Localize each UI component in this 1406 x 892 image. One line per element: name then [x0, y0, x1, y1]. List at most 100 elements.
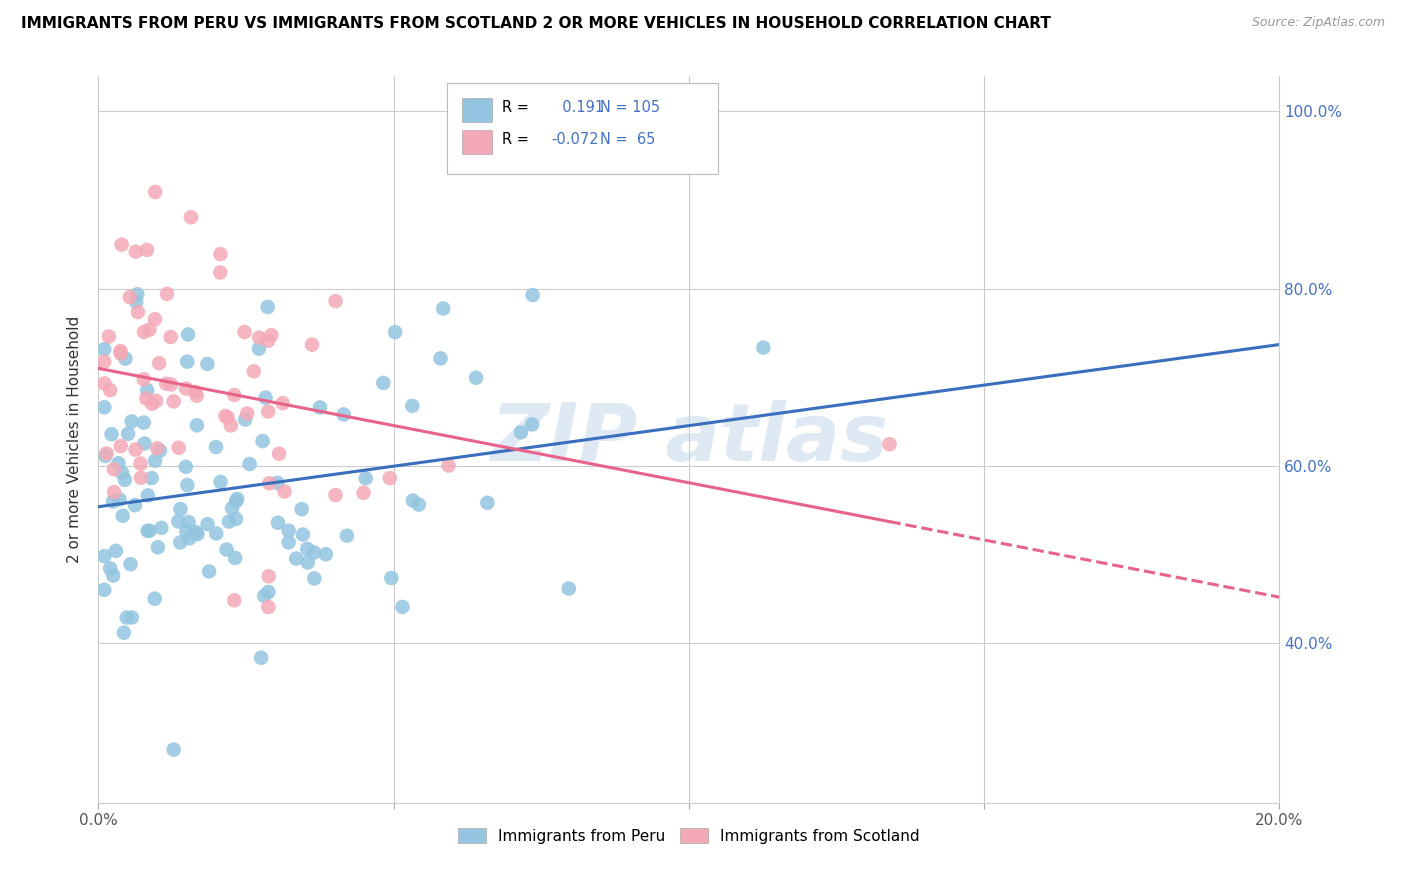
Immigrants from Scotland: [160, 377, 183, 392]
Immigrants from Peru: [522, 288, 544, 302]
Immigrants from Scotland: [155, 376, 177, 391]
Text: IMMIGRANTS FROM PERU VS IMMIGRANTS FROM SCOTLAND 2 OR MORE VEHICLES IN HOUSEHOLD: IMMIGRANTS FROM PERU VS IMMIGRANTS FROM …: [21, 16, 1050, 31]
Immigrants from Peru: [277, 524, 299, 538]
Immigrants from Peru: [176, 524, 198, 539]
Immigrants from Peru: [108, 492, 131, 507]
Immigrants from Peru: [136, 488, 159, 502]
Immigrants from Scotland: [257, 334, 280, 348]
Immigrants from Peru: [107, 456, 129, 470]
Immigrants from Scotland: [259, 476, 281, 491]
Immigrants from Scotland: [163, 394, 186, 409]
Immigrants from Peru: [143, 453, 166, 467]
Immigrants from Peru: [177, 327, 200, 342]
Immigrants from Peru: [100, 427, 122, 442]
Text: ZIP atlas: ZIP atlas: [489, 401, 889, 478]
Immigrants from Scotland: [124, 442, 146, 457]
Immigrants from Peru: [354, 471, 377, 485]
Immigrants from Peru: [101, 568, 124, 582]
Immigrants from Peru: [93, 549, 115, 563]
Immigrants from Peru: [465, 370, 488, 384]
Immigrants from Peru: [198, 565, 221, 579]
Immigrants from Scotland: [110, 346, 132, 360]
Immigrants from Scotland: [174, 382, 197, 396]
Immigrants from Peru: [143, 591, 166, 606]
Text: Source: ZipAtlas.com: Source: ZipAtlas.com: [1251, 16, 1385, 29]
FancyBboxPatch shape: [463, 130, 492, 153]
Immigrants from Scotland: [143, 185, 166, 199]
Immigrants from Peru: [114, 473, 136, 487]
Immigrants from Scotland: [247, 330, 270, 344]
Immigrants from Scotland: [257, 404, 280, 418]
Immigrants from Peru: [184, 524, 207, 539]
Immigrants from Scotland: [209, 265, 232, 279]
Immigrants from Scotland: [110, 439, 132, 453]
Immigrants from Peru: [141, 471, 163, 485]
Immigrants from Peru: [121, 415, 143, 429]
Immigrants from Peru: [111, 466, 134, 480]
Immigrants from Peru: [111, 508, 134, 523]
Immigrants from Peru: [120, 558, 142, 572]
Immigrants from Peru: [98, 561, 121, 575]
Immigrants from Peru: [115, 610, 138, 624]
Immigrants from Peru: [304, 571, 326, 585]
Immigrants from Peru: [205, 440, 228, 454]
Text: -0.072: -0.072: [551, 131, 599, 146]
Immigrants from Peru: [429, 351, 451, 366]
Immigrants from Scotland: [103, 462, 125, 476]
Immigrants from Peru: [509, 425, 531, 440]
Immigrants from Peru: [149, 443, 172, 458]
Immigrants from Peru: [121, 610, 143, 624]
Immigrants from Peru: [134, 436, 156, 450]
Immigrants from Peru: [252, 434, 274, 449]
Immigrants from Peru: [309, 401, 332, 415]
Immigrants from Scotland: [233, 325, 256, 339]
Immigrants from Peru: [163, 742, 186, 756]
Immigrants from Scotland: [118, 290, 141, 304]
Immigrants from Scotland: [186, 389, 208, 403]
Immigrants from Peru: [256, 300, 278, 314]
Immigrants from Scotland: [224, 388, 246, 402]
Immigrants from Scotland: [145, 393, 167, 408]
Immigrants from Scotland: [110, 344, 132, 359]
Immigrants from Scotland: [209, 247, 232, 261]
Immigrants from Peru: [176, 354, 198, 368]
Immigrants from Scotland: [127, 305, 149, 319]
Immigrants from Scotland: [242, 364, 264, 378]
Text: N =  65: N = 65: [600, 131, 655, 146]
Immigrants from Scotland: [132, 372, 155, 386]
Immigrants from Peru: [146, 541, 169, 555]
Immigrants from Peru: [384, 325, 406, 339]
Immigrants from Scotland: [135, 243, 157, 257]
Immigrants from Peru: [186, 418, 208, 433]
Immigrants from Peru: [179, 531, 201, 545]
Immigrants from Peru: [132, 416, 155, 430]
Immigrants from Scotland: [138, 323, 160, 337]
Immigrants from Peru: [195, 357, 218, 371]
Immigrants from Peru: [221, 501, 243, 516]
Immigrants from Peru: [432, 301, 454, 316]
Immigrants from Peru: [250, 650, 273, 665]
Immigrants from Peru: [373, 376, 395, 390]
Immigrants from Peru: [239, 457, 262, 471]
Immigrants from Peru: [224, 551, 246, 566]
Immigrants from Peru: [558, 582, 581, 596]
Immigrants from Peru: [150, 521, 173, 535]
Immigrants from Peru: [291, 502, 314, 516]
Immigrants from Scotland: [184, 384, 207, 399]
Immigrants from Peru: [336, 529, 359, 543]
Immigrants from Peru: [391, 599, 413, 614]
Immigrants from Scotland: [273, 484, 295, 499]
Immigrants from Scotland: [437, 458, 460, 473]
Immigrants from Scotland: [98, 383, 121, 397]
Text: N = 105: N = 105: [600, 100, 661, 114]
Text: R =: R =: [502, 100, 529, 114]
Immigrants from Peru: [136, 384, 159, 398]
Immigrants from Scotland: [96, 446, 118, 460]
Immigrants from Peru: [114, 351, 136, 366]
Immigrants from Scotland: [156, 286, 179, 301]
FancyBboxPatch shape: [463, 98, 492, 121]
Immigrants from Peru: [93, 342, 115, 356]
Immigrants from Scotland: [301, 337, 323, 351]
Immigrants from Peru: [267, 516, 290, 530]
Immigrants from Scotland: [219, 418, 242, 433]
